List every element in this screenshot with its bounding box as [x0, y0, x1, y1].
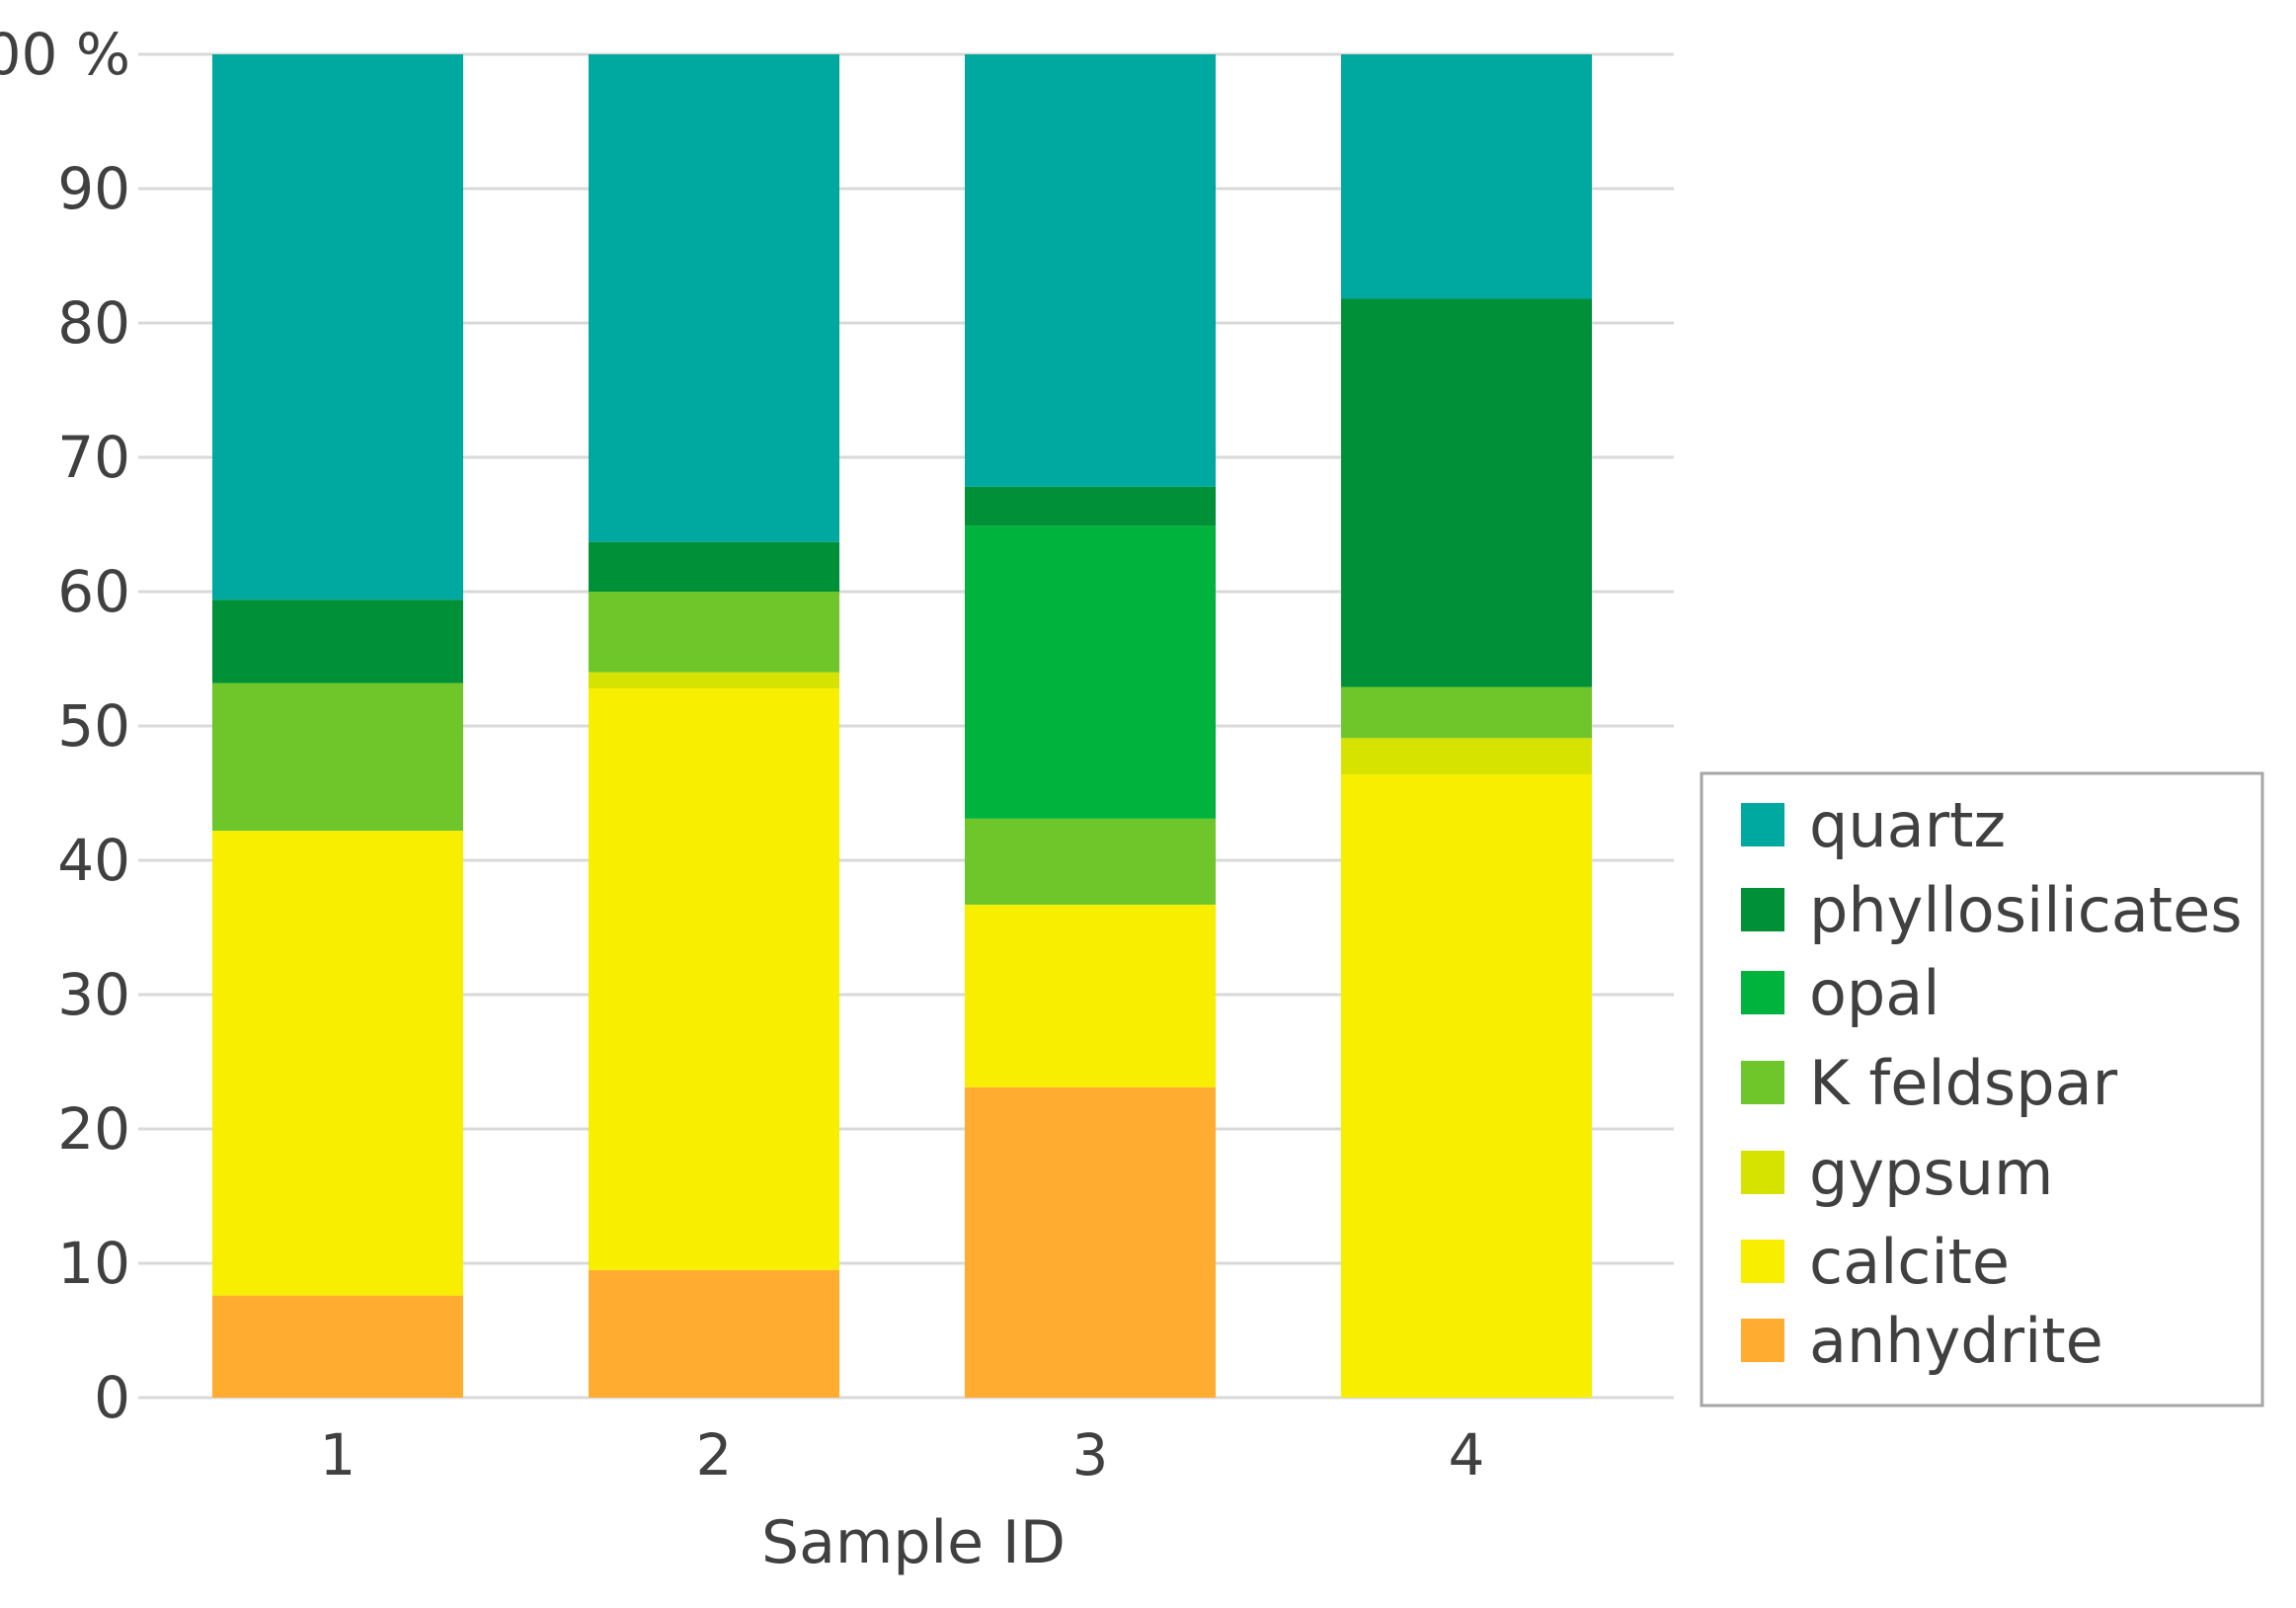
y-tick-label-90: 90 — [57, 155, 130, 222]
bar-segment-4-quartz — [1341, 54, 1592, 299]
bar-segment-3-calcite — [965, 904, 1216, 1087]
bar-segment-2-anhydrite — [589, 1269, 839, 1398]
bar-segment-1-phyllosilicates — [212, 600, 463, 683]
legend-label-calcite: calcite — [1809, 1226, 2010, 1298]
y-tick-label-30: 30 — [57, 961, 130, 1028]
bar-segment-2-k-feldspar — [589, 592, 839, 673]
bar-segment-2-phyllosilicates — [589, 541, 839, 592]
bar-segment-1-k-feldspar — [212, 683, 463, 832]
y-tick-label-20: 20 — [57, 1095, 130, 1163]
bar-segment-2-calcite — [589, 687, 839, 1270]
y-tick-label-40: 40 — [57, 827, 130, 894]
bar-segment-4-gypsum — [1341, 738, 1592, 774]
legend-swatch-calcite — [1741, 1240, 1784, 1283]
legend-frame — [1700, 771, 2264, 1407]
bar-segment-2-quartz — [589, 54, 839, 542]
legend-label-opal: opal — [1809, 957, 1940, 1029]
legend-label-gypsum: gypsum — [1809, 1137, 2053, 1209]
legend-swatch-anhydrite — [1741, 1319, 1784, 1362]
legend-label-anhydrite: anhydrite — [1809, 1305, 2103, 1377]
x-tick-label-4: 4 — [1449, 1421, 1485, 1488]
y-tick-label-10: 10 — [57, 1230, 130, 1297]
bar-segment-1-quartz — [212, 54, 463, 601]
bars — [212, 54, 1592, 1398]
y-tick-label-0: 0 — [94, 1364, 130, 1431]
y-tick-label-60: 60 — [57, 558, 130, 625]
legend: quartz phyllosilicates opal K feldspar gypsu… — [1700, 771, 2264, 1407]
bar-segment-3-k-feldspar — [965, 818, 1216, 905]
legend-swatch-k-feldspar — [1741, 1061, 1784, 1104]
y-tick-label-50: 50 — [57, 692, 130, 760]
legend-swatch-opal — [1741, 971, 1784, 1014]
bar-segment-3-phyllosilicates — [965, 486, 1216, 526]
legend-swatch-quartz — [1741, 803, 1784, 846]
x-tick-label-1: 1 — [320, 1421, 356, 1488]
legend-swatch-gypsum — [1741, 1151, 1784, 1194]
x-axis-tick-labels: 1 2 3 4 — [320, 1421, 1485, 1488]
bar-segment-4-k-feldspar — [1341, 686, 1592, 739]
legend-label-phyllosilicates: phyllosilicates — [1809, 874, 2243, 946]
legend-swatch-phyllosilicates — [1741, 888, 1784, 931]
bar-segment-3-anhydrite — [965, 1086, 1216, 1398]
bar-segment-1-anhydrite — [212, 1295, 463, 1398]
x-axis-title: Sample ID — [761, 1508, 1066, 1577]
bar-segment-4-phyllosilicates — [1341, 298, 1592, 687]
y-tick-label-70: 70 — [57, 424, 130, 491]
bar-segment-1-calcite — [212, 831, 463, 1296]
bar-segment-3-quartz — [965, 54, 1216, 487]
bar-segment-2-gypsum — [589, 672, 839, 688]
y-tick-label-100: 100 % — [0, 21, 130, 88]
legend-label-quartz: quartz — [1809, 789, 2006, 861]
y-tick-label-80: 80 — [57, 289, 130, 357]
bar-segment-3-opal — [965, 525, 1216, 819]
x-tick-label-3: 3 — [1072, 1421, 1109, 1488]
bar-segment-4-calcite — [1341, 773, 1592, 1398]
y-axis-tick-labels: 0 10 20 30 40 50 60 70 80 90 100 % — [0, 21, 130, 1431]
legend-label-k-feldspar: K feldspar — [1809, 1047, 2118, 1119]
x-tick-label-2: 2 — [696, 1421, 733, 1488]
